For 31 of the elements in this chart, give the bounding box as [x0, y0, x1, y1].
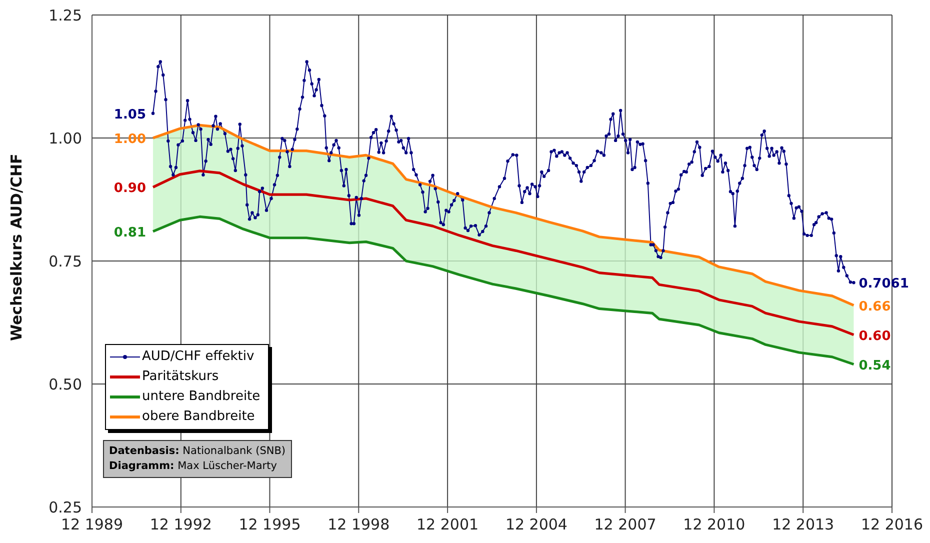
- x-tick-label: 12 1995: [238, 516, 301, 534]
- x-tick-label: 12 1998: [328, 516, 390, 534]
- x-tick-label: 12 2007: [594, 516, 656, 534]
- line-series: [152, 170, 856, 336]
- data-label: 0.90: [114, 181, 146, 196]
- data-label: 0.54: [858, 358, 891, 374]
- y-tick-label: 1.00: [48, 129, 82, 148]
- annotation: Datenbasis: Nationalbank (SNB): [109, 444, 286, 459]
- x-tick-label: 12 2016: [860, 516, 924, 534]
- x-tick-label: 12 2010: [683, 516, 746, 534]
- annotation: Diagramm: Max Lüscher-Marty: [109, 459, 278, 474]
- y-axis-title: Wechselkurs AUD/CHF: [7, 154, 26, 341]
- data-label: 0.60: [858, 328, 891, 344]
- data-label: 0.81: [114, 225, 146, 240]
- data-label: 0.66: [858, 299, 891, 314]
- x-tick-label: 12 1992: [150, 516, 212, 534]
- y-tick-label: 1.25: [48, 6, 82, 24]
- legend-label: obere Bandbreite: [142, 408, 255, 426]
- legend-label: untere Bandbreite: [142, 388, 260, 406]
- x-tick-label: 12 2013: [772, 516, 834, 534]
- line-series: [152, 124, 856, 307]
- y-tick-label: 0.50: [48, 375, 82, 394]
- legend-label: AUD/CHF effektiv: [142, 348, 254, 366]
- data-label: 1.05: [114, 107, 146, 122]
- x-tick-label: 12 2004: [505, 516, 568, 534]
- x-tick-label: 12 1989: [60, 516, 124, 534]
- legend-label: Paritätskurs: [142, 368, 219, 386]
- y-tick-label: 0.75: [48, 252, 82, 270]
- y-tick-label: 0.25: [48, 498, 82, 516]
- x-tick-label: 12 2001: [416, 516, 479, 534]
- source-note-box: Datenbasis: Nationalbank (SNB) Diagramm: Max Lüscher-Marty: [103, 440, 292, 478]
